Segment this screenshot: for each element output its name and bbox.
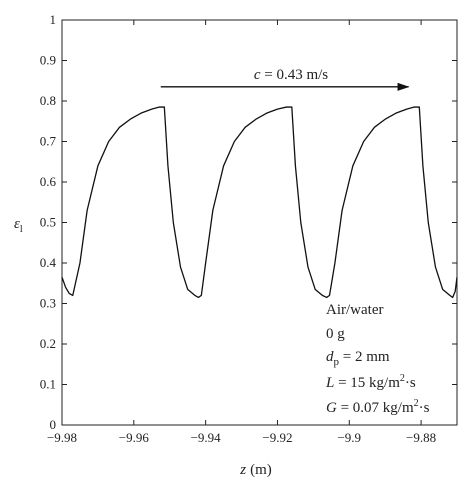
x-tick-label: −9.98 bbox=[47, 430, 77, 445]
velocity-label: c = 0.43 m/s bbox=[254, 67, 328, 83]
y-tick-label: 1 bbox=[50, 12, 57, 27]
y-tick-label: 0.6 bbox=[40, 174, 57, 189]
annotation-gravity: 0 g bbox=[326, 326, 345, 342]
x-tick-label: −9.94 bbox=[191, 430, 222, 445]
y-tick-label: 0.9 bbox=[40, 53, 56, 68]
annotation-G-var: G bbox=[326, 400, 337, 416]
x-tick-label: −9.88 bbox=[406, 430, 436, 445]
y-axis-label: εl bbox=[14, 216, 23, 235]
annotation-dp-var: d bbox=[326, 349, 334, 365]
y-tick-label: 0.2 bbox=[40, 336, 56, 351]
annotation-L-sup: 2 bbox=[400, 373, 405, 384]
annotation-dp-sub: p bbox=[334, 356, 340, 368]
y-tick-label: 0.5 bbox=[40, 215, 56, 230]
x-axis-ticks: −9.98 −9.96 −9.94 −9.92 −9.9 −9.88 bbox=[47, 20, 436, 445]
y-tick-label: 0.3 bbox=[40, 296, 56, 311]
annotation-particle-diameter: dp = 2 mm bbox=[326, 349, 390, 368]
y-tick-label: 0.7 bbox=[40, 134, 57, 149]
x-axis-var: z bbox=[239, 462, 246, 478]
annotation-gas-flux: G = 0.07 kg/m2·s bbox=[326, 398, 430, 416]
annotation-L-tail: ·s bbox=[405, 375, 416, 391]
annotation-block: Air/water 0 g dp = 2 mm L = 15 kg/m2·s G… bbox=[325, 302, 430, 416]
y-tick-label: 0 bbox=[50, 417, 57, 432]
x-tick-label: −9.92 bbox=[262, 430, 292, 445]
x-axis-label: z (m) bbox=[239, 462, 272, 478]
velocity-value: = 0.43 m/s bbox=[261, 67, 329, 83]
series-line bbox=[61, 106, 458, 299]
y-axis-ticks: 0 0.1 0.2 0.3 0.4 0.5 0.6 0.7 0.8 0.9 1 bbox=[40, 12, 457, 432]
y-tick-label: 0.4 bbox=[40, 255, 57, 270]
y-tick-label: 0.8 bbox=[40, 93, 56, 108]
annotation-dp-value: = 2 mm bbox=[339, 349, 390, 365]
y-axis-var: ε bbox=[14, 216, 20, 232]
x-axis-unit: (m) bbox=[250, 462, 272, 478]
annotation-L-var: L bbox=[325, 375, 334, 391]
velocity-symbol: c bbox=[254, 67, 261, 83]
annotation-G-value: = 0.07 kg/m bbox=[337, 400, 414, 416]
y-tick-label: 0.1 bbox=[40, 377, 56, 392]
annotation-fluid: Air/water bbox=[326, 302, 383, 318]
annotation-G-sup: 2 bbox=[414, 398, 419, 409]
annotation-G-tail: ·s bbox=[419, 400, 430, 416]
x-tick-label: −9.96 bbox=[119, 430, 150, 445]
annotation-liquid-flux: L = 15 kg/m2·s bbox=[325, 373, 416, 391]
x-tick-label: −9.9 bbox=[337, 430, 361, 445]
y-axis-sub: l bbox=[20, 224, 23, 235]
annotation-L-value: = 15 kg/m bbox=[334, 375, 400, 391]
